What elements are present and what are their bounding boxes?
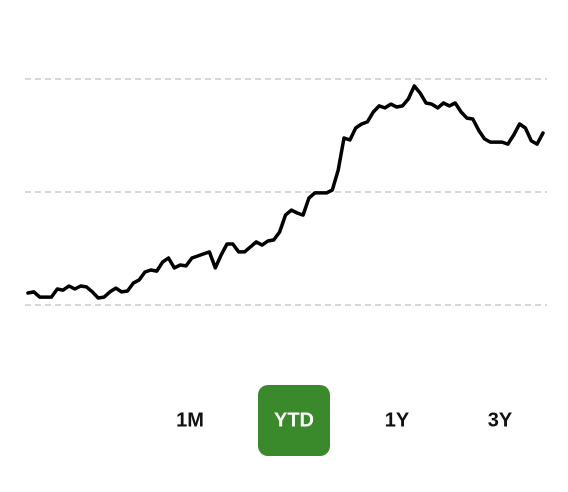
- range-button[interactable]: 1M: [176, 409, 204, 431]
- price-line: [26, 84, 545, 300]
- range-button-bg[interactable]: [258, 385, 330, 456]
- range-button[interactable]: 1Y: [385, 409, 410, 431]
- range-button[interactable]: YTD: [274, 409, 314, 431]
- range-button[interactable]: 3Y: [488, 409, 513, 431]
